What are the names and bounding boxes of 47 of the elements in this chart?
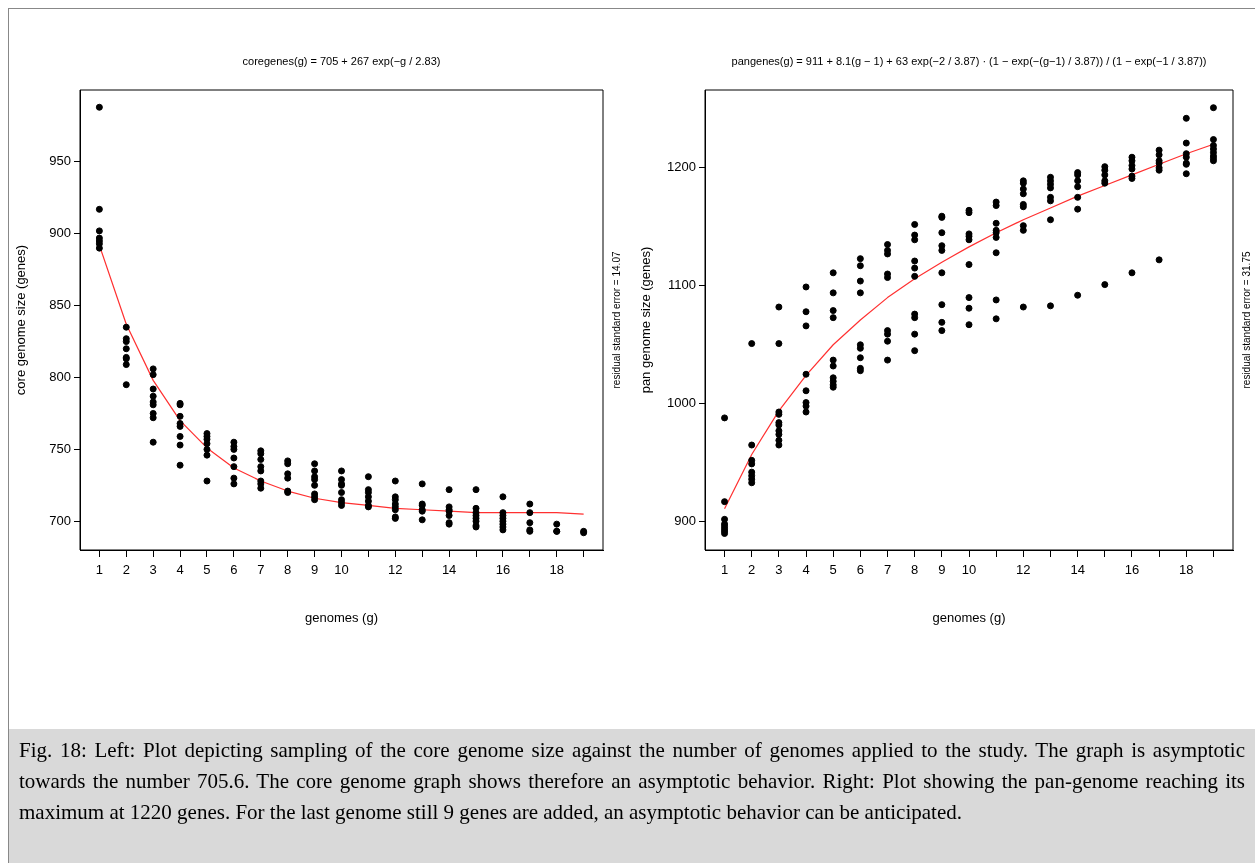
text: residual standard error = 31.75 [1240, 251, 1252, 389]
text: residual standard error = 14.07 [610, 251, 622, 389]
x-tick-label: 16 [1124, 562, 1140, 578]
x-tick-label: 6 [856, 562, 864, 578]
x-tick-label: 5 [203, 562, 211, 578]
y-tick-label: 800 [49, 369, 71, 385]
y-tick-label: 1000 [667, 395, 696, 411]
y-axis-title: pan genome size (genes) [638, 246, 654, 394]
x-tick-label: 18 [1179, 562, 1194, 578]
x-tick-label: 8 [911, 562, 919, 578]
x-tick-label: 4 [176, 562, 184, 578]
chart-title: pangenes(g) = 911 + 8.1(g − 1) + 63 exp(−2 / 3.87) · (1 − exp(−(g−1) / 3.87)) / (1 − exp(−1 / 3.87)) [731, 55, 1207, 68]
x-tick-label: 1 [720, 562, 729, 578]
y-tick-label: 950 [49, 153, 71, 169]
x-tick-label: 5 [829, 562, 837, 578]
y-tick-label: 1100 [668, 277, 696, 293]
y-tick-label: 700 [49, 512, 71, 528]
x-tick-label: 7 [257, 562, 265, 578]
x-tick-label: 12 [388, 562, 403, 578]
x-tick-label: 10 [961, 562, 977, 578]
x-tick-label: 2 [122, 562, 130, 578]
x-tick-label: 8 [284, 562, 292, 578]
x-tick-label: 16 [495, 562, 511, 578]
y-axis-title: core genome size (genes) [13, 244, 29, 396]
x-tick-label: 1 [95, 562, 103, 578]
x-tick-label: 3 [775, 562, 783, 578]
y-tick-label: 900 [674, 513, 696, 529]
y-tick-label: 750 [49, 440, 71, 456]
x-tick-label: 10 [334, 562, 349, 578]
x-axis-title: genomes (g) [932, 609, 1006, 625]
chart-title: coregenes(g) = 705 + 267 exp(−g / 2.83) [242, 55, 441, 68]
x-tick-label: 6 [230, 562, 238, 578]
y-tick-label: 850 [49, 297, 71, 313]
x-tick-label: 14 [1070, 562, 1085, 578]
x-tick-label: 14 [441, 562, 457, 578]
y-tick-label: 1200 [667, 159, 696, 175]
x-tick-label: 12 [1016, 562, 1031, 578]
caption: Fig. 18: Left: Plot depicting sampling of the core genome size against the number of genomes applied to the study. The graph is asymptotic towards the number 705.6. The core genome graph shows therefore an asymptotic behavior. Right: Plot showing the pan-genome reaching its maximum at 1220 genes. For the last genome still 9 genes are added, an asymptotic behavior can be anticipated. [9, 729, 1255, 863]
x-tick-label: 7 [883, 562, 892, 578]
x-tick-label: 2 [748, 562, 756, 578]
x-tick-label: 18 [549, 562, 564, 578]
x-axis-title: genomes (g) [305, 609, 378, 625]
x-tick-label: 9 [938, 562, 946, 578]
y-tick-label: 900 [49, 225, 71, 241]
x-tick-label: 9 [310, 562, 319, 578]
x-tick-label: 4 [802, 562, 810, 578]
x-tick-label: 3 [149, 562, 157, 578]
